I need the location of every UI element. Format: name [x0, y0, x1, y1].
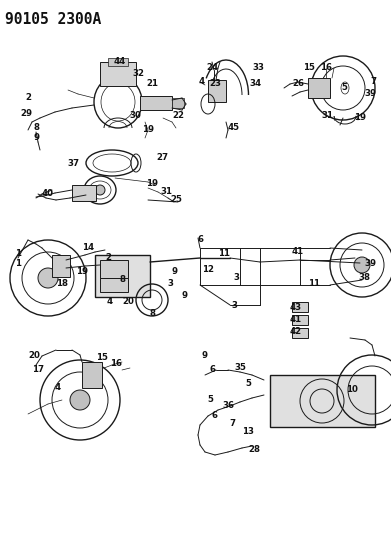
Text: 31: 31	[160, 187, 172, 196]
Text: 5: 5	[207, 395, 213, 405]
Text: 6: 6	[197, 236, 203, 245]
Circle shape	[354, 257, 370, 273]
Text: 30: 30	[129, 111, 141, 120]
Text: 42: 42	[290, 327, 302, 336]
Text: 45: 45	[228, 124, 240, 133]
Text: 3: 3	[167, 279, 173, 287]
Text: 18: 18	[56, 279, 68, 287]
Bar	[292, 328, 308, 338]
Text: 36: 36	[222, 401, 234, 410]
Text: 25: 25	[170, 196, 182, 205]
Text: 10: 10	[346, 385, 358, 394]
Ellipse shape	[95, 185, 105, 195]
Text: 90105 2300A: 90105 2300A	[5, 12, 101, 27]
Text: 5: 5	[245, 379, 251, 389]
Text: 20: 20	[122, 297, 134, 306]
Text: 33: 33	[252, 63, 264, 72]
Text: 5: 5	[341, 84, 347, 93]
Text: 6: 6	[209, 366, 215, 375]
Text: 41: 41	[290, 316, 302, 325]
Text: 11: 11	[308, 279, 320, 288]
Text: 34: 34	[250, 79, 262, 88]
Text: 37: 37	[68, 158, 80, 167]
Text: 38: 38	[358, 272, 370, 281]
Text: 6: 6	[211, 411, 217, 421]
Text: 9: 9	[172, 268, 178, 277]
Bar	[100, 62, 136, 86]
Text: 44: 44	[114, 58, 126, 67]
Text: 2: 2	[105, 253, 111, 262]
Text: 17: 17	[32, 366, 44, 375]
Text: 22: 22	[172, 111, 184, 120]
Bar	[82, 362, 102, 388]
Text: 19: 19	[142, 125, 154, 134]
Text: 4: 4	[107, 297, 113, 306]
Bar	[140, 96, 172, 110]
Bar	[100, 278, 128, 292]
Text: 8: 8	[119, 276, 125, 285]
Text: 31: 31	[321, 111, 333, 120]
Bar	[292, 315, 308, 325]
Text: 26: 26	[292, 78, 304, 87]
Text: 41: 41	[292, 247, 304, 256]
Text: 35: 35	[234, 364, 246, 373]
Text: 4: 4	[199, 77, 205, 86]
Circle shape	[38, 268, 58, 288]
Text: 40: 40	[42, 190, 54, 198]
Text: 13: 13	[242, 427, 254, 437]
Text: 21: 21	[146, 79, 158, 88]
Text: 32: 32	[132, 69, 144, 78]
Bar	[292, 302, 308, 312]
Bar	[72, 185, 96, 201]
Text: 7: 7	[370, 77, 376, 85]
Text: 19: 19	[146, 180, 158, 189]
Text: 24: 24	[206, 63, 218, 72]
Text: 1: 1	[15, 259, 21, 268]
Text: 2: 2	[25, 93, 31, 102]
Text: 20: 20	[28, 351, 40, 359]
Bar	[308, 78, 330, 98]
Bar	[270, 375, 375, 427]
Bar	[172, 98, 184, 108]
Circle shape	[70, 390, 90, 410]
Text: 29: 29	[20, 109, 32, 117]
Bar	[208, 80, 226, 102]
Text: 23: 23	[209, 79, 221, 88]
Text: 9: 9	[182, 290, 188, 300]
Text: 14: 14	[82, 243, 94, 252]
Text: 3: 3	[233, 272, 239, 281]
Text: 15: 15	[303, 62, 315, 71]
Text: 9: 9	[33, 133, 39, 141]
Bar	[100, 260, 128, 278]
Text: 15: 15	[96, 353, 108, 362]
Bar	[108, 58, 128, 66]
Text: 39: 39	[364, 259, 376, 268]
Text: 19: 19	[76, 268, 88, 277]
Bar	[52, 255, 70, 277]
Text: 9: 9	[201, 351, 207, 360]
Text: 16: 16	[110, 359, 122, 368]
Text: 7: 7	[229, 419, 235, 429]
Text: 19: 19	[354, 112, 366, 122]
Text: 1: 1	[15, 249, 21, 259]
Text: 27: 27	[156, 154, 168, 163]
Text: 3: 3	[231, 301, 237, 310]
Text: 12: 12	[202, 265, 214, 274]
Text: 4: 4	[55, 384, 61, 392]
Text: 43: 43	[290, 303, 302, 312]
Text: 28: 28	[248, 446, 260, 455]
Text: 11: 11	[218, 248, 230, 257]
Text: 8: 8	[33, 123, 39, 132]
Text: 16: 16	[320, 62, 332, 71]
Text: 39: 39	[364, 88, 376, 98]
Text: 8: 8	[149, 309, 155, 318]
Bar	[95, 255, 150, 297]
